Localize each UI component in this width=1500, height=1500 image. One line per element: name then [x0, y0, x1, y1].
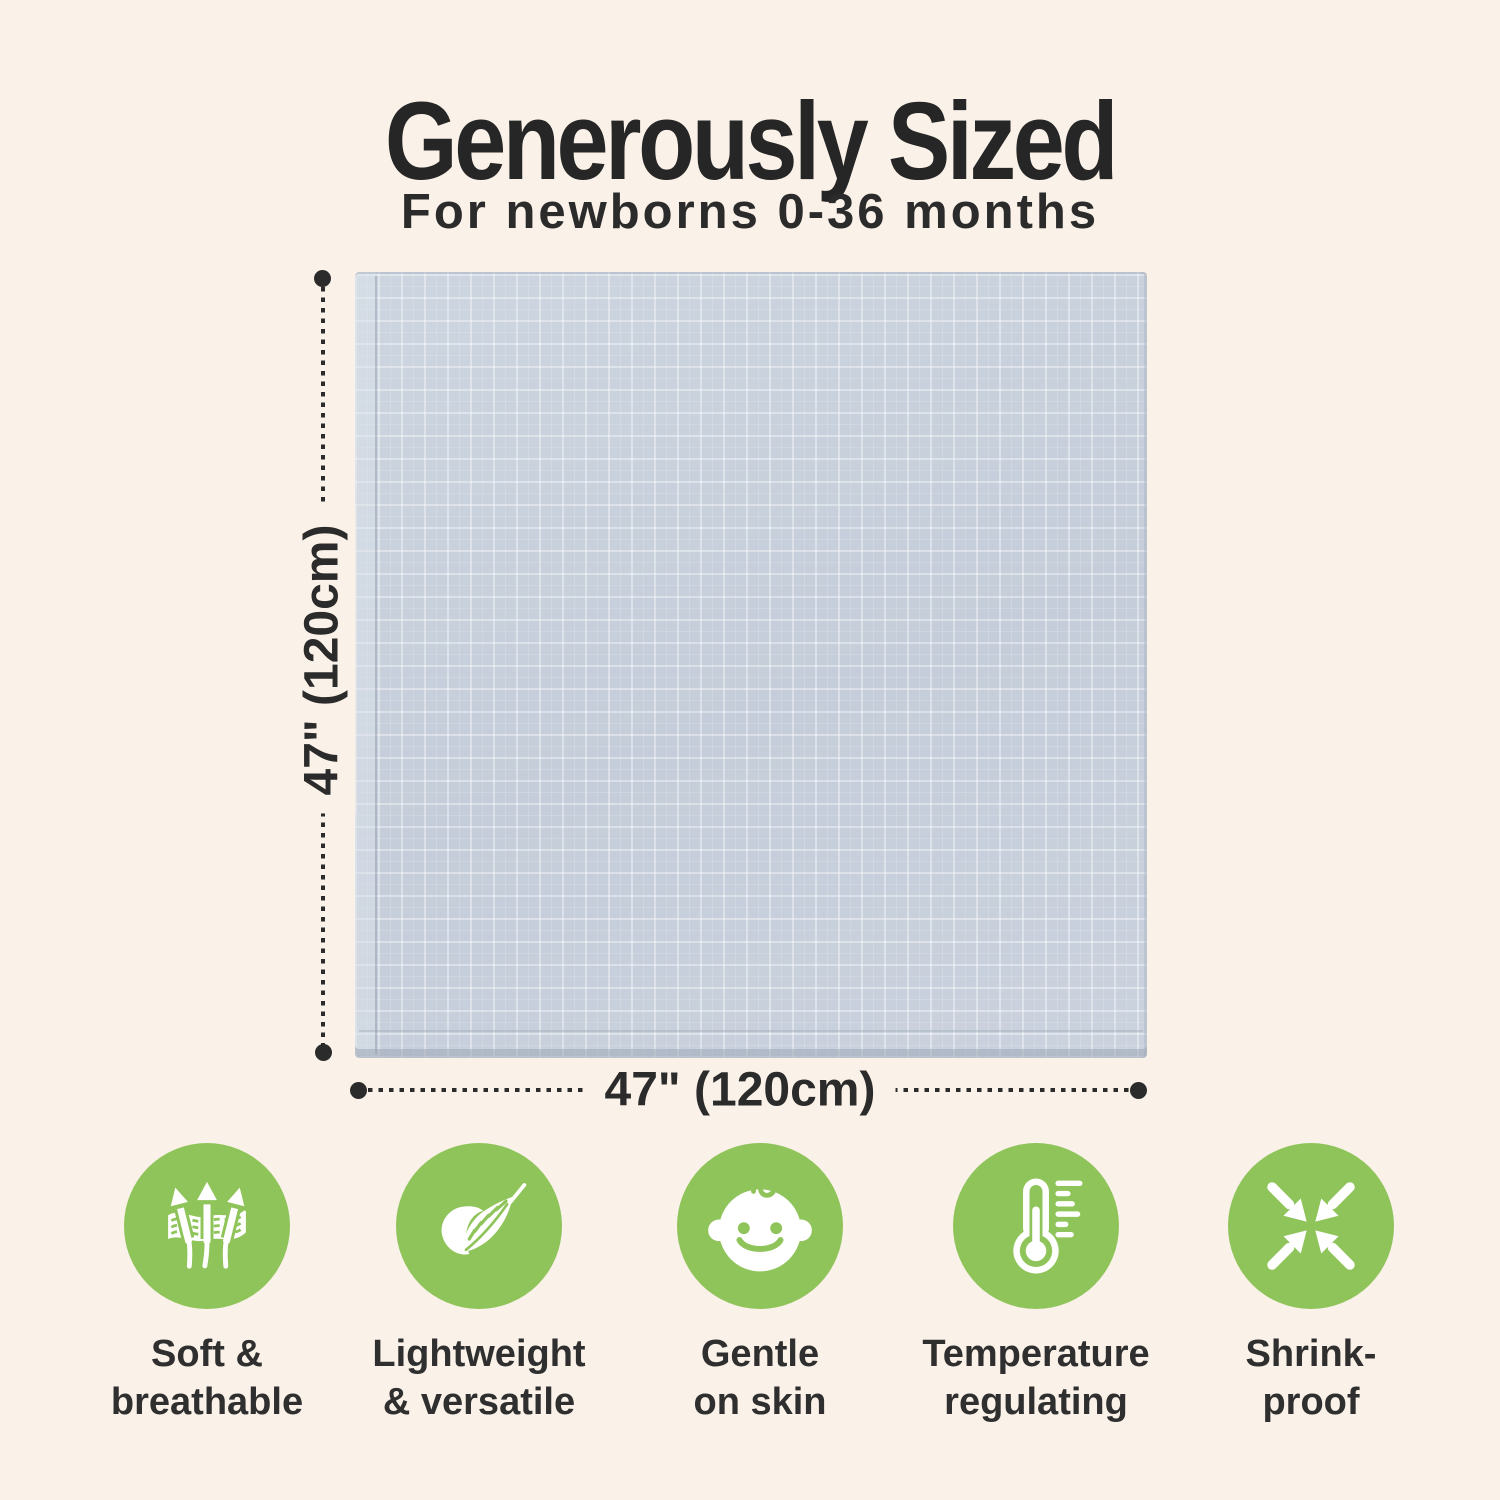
dimension-endpoint-dot: [315, 1044, 332, 1061]
breathable-fabric-icon: [165, 1175, 250, 1269]
feature-label: Temperature regulating: [922, 1333, 1150, 1423]
thermometer-icon: [1013, 1178, 1083, 1274]
feature-temperature-regulating: Temperature regulating: [886, 1143, 1186, 1427]
feature-icon-circle: [396, 1143, 562, 1309]
feature-icon-circle: [677, 1143, 843, 1309]
feather-icon: [441, 1183, 527, 1255]
feature-lightweight-versatile: Lightweight & versatile: [329, 1143, 629, 1427]
page-subtitle: For newborns 0-36 months: [400, 185, 1100, 239]
feature-shrink-proof: Shrink- proof: [1161, 1143, 1461, 1427]
feature-icon-circle: [953, 1143, 1119, 1309]
dimension-endpoint-dot: [350, 1082, 367, 1099]
feature-label: Soft & breathable: [110, 1333, 304, 1423]
width-dimension-label: 47" (120cm): [584, 1060, 896, 1120]
swaddle-blanket-image: [355, 272, 1147, 1058]
dimension-endpoint-dot: [314, 270, 331, 287]
feature-label: Gentle on skin: [693, 1333, 827, 1423]
feature-icon-circle: [1228, 1143, 1394, 1309]
feature-label: Lightweight & versatile: [372, 1333, 586, 1423]
feature-soft-breathable: Soft & breathable: [57, 1143, 357, 1427]
feature-label: Shrink- proof: [1245, 1333, 1377, 1423]
baby-face-icon: [708, 1177, 812, 1272]
dimension-endpoint-dot: [1130, 1082, 1147, 1099]
feature-gentle-on-skin: Gentle on skin: [610, 1143, 910, 1427]
shrink-arrows-icon: [1257, 1172, 1365, 1280]
page-title: Generously Sized: [384, 80, 1119, 203]
feature-icon-circle: [124, 1143, 290, 1309]
height-dimension-label: 47" (120cm): [288, 506, 356, 814]
